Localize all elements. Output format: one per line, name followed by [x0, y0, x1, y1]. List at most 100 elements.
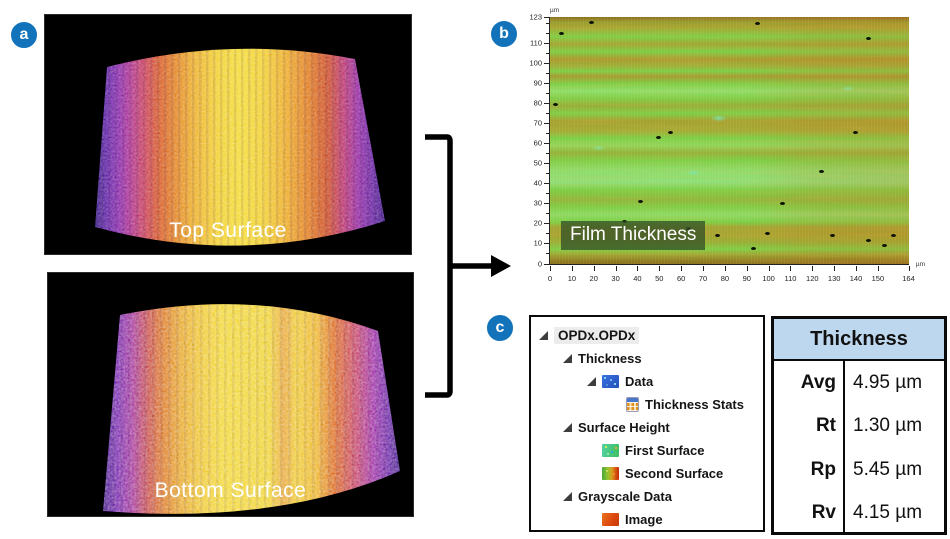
x-tick-label: 30	[611, 274, 620, 283]
y-tick	[544, 203, 549, 205]
tree-item-label: Thickness	[578, 351, 642, 366]
heatmap-speck	[589, 20, 595, 24]
x-tick	[615, 266, 617, 271]
thickness-stats-table: Thickness Avg 4.95 µm Rt 1.30 µm Rp 5.45 µm Rv…	[771, 316, 947, 535]
x-tick	[593, 266, 595, 271]
x-tick-label: 150	[871, 274, 885, 283]
y-tick	[544, 163, 549, 165]
y-minor-tick	[546, 213, 549, 215]
x-tick	[877, 266, 879, 271]
tree-expander-icon[interactable]	[563, 354, 572, 363]
x-tick	[834, 266, 836, 271]
x-tick	[908, 266, 910, 271]
x-tick-label: 164	[902, 274, 915, 283]
x-tick-label: 0	[547, 274, 553, 283]
heatmap-speck	[558, 31, 564, 35]
x-tick-label: 100	[762, 274, 775, 283]
stat-value: 4.95 µm	[853, 371, 923, 393]
x-tick	[724, 266, 726, 271]
y-tick	[544, 17, 549, 18]
y-tick-label: 50	[533, 158, 542, 168]
tree-expander-icon[interactable]	[563, 492, 572, 501]
film-thickness-heatmap: 123 110 100 90 80 70 60 50 40 30 20 10 0 0 10 20 30 40 50…	[529, 7, 925, 283]
x-tick-label: 60	[676, 274, 686, 283]
heatmap-speck	[779, 202, 785, 206]
tree-expander-icon[interactable]	[587, 377, 596, 386]
y-tick-label: 30	[533, 198, 542, 208]
y-minor-tick	[546, 153, 549, 155]
tree-item-surface-height[interactable]: Surface Height	[531, 416, 763, 439]
y-minor-tick	[546, 233, 549, 235]
tree-expander-icon[interactable]	[539, 331, 548, 340]
y-tick-label: 10	[533, 238, 542, 248]
table-header: Thickness	[774, 319, 944, 361]
heatmap-speck	[765, 231, 771, 235]
x-tick	[637, 266, 639, 271]
bottom-surface-label: Bottom Surface	[154, 479, 307, 502]
x-tick	[790, 266, 792, 271]
tree-item-data[interactable]: Data	[531, 370, 763, 393]
image-thumbnail-icon	[602, 513, 619, 526]
heatmap-speck	[668, 130, 674, 134]
y-minor-tick	[546, 133, 549, 135]
y-tick-label: 90	[533, 78, 542, 88]
y-minor-tick	[546, 193, 549, 195]
stat-label: Rt	[774, 404, 845, 448]
y-tick	[544, 223, 549, 225]
x-axis-unit-label: µm	[915, 261, 925, 268]
stats-calculator-icon	[626, 397, 639, 412]
y-minor-tick	[546, 93, 549, 95]
y-tick-label: 123	[529, 12, 542, 22]
y-minor-tick	[546, 73, 549, 75]
tree-item-opdx-opdx[interactable]: OPDx.OPDx	[531, 324, 763, 347]
tree-item-label: Grayscale Data	[578, 489, 672, 504]
x-tick-label: 80	[720, 274, 730, 283]
heatmap-speck	[637, 199, 643, 203]
first-surface-thumbnail-icon	[602, 444, 619, 457]
y-tick	[544, 183, 549, 185]
heatmap-speck	[882, 244, 888, 248]
second-surface-thumbnail-icon	[602, 467, 619, 480]
heatmap-speck	[754, 21, 760, 25]
tree-item-thickness-stats[interactable]: Thickness Stats	[531, 393, 763, 416]
y-minor-tick	[546, 53, 549, 55]
tree-expander-icon[interactable]	[563, 423, 572, 432]
y-tick	[544, 123, 549, 125]
heatmap-speck	[715, 234, 721, 238]
x-tick	[659, 266, 661, 271]
stat-row-rt: Rt 1.30 µm	[774, 404, 944, 448]
x-tick	[746, 266, 748, 271]
top-surface-render	[95, 48, 385, 246]
bracket-arrow	[425, 134, 511, 398]
y-tick-label: 100	[529, 58, 542, 68]
x-tick-label: 10	[567, 274, 577, 283]
x-tick-label: 130	[827, 274, 841, 283]
tree-item-first-surface[interactable]: First Surface	[531, 439, 763, 462]
x-tick	[768, 266, 770, 271]
y-tick	[544, 243, 549, 245]
x-tick	[571, 266, 573, 271]
y-tick	[544, 83, 549, 85]
bottom-surface-render	[103, 304, 400, 514]
tree-item-label: Data	[625, 374, 654, 389]
film-thickness-caption: Film Thickness	[561, 221, 706, 250]
y-tick	[544, 263, 549, 265]
x-tick-label: 20	[589, 274, 598, 283]
tree-item-label: Second Surface	[625, 466, 724, 481]
stat-value: 4.15 µm	[853, 502, 923, 524]
heatmap-speck	[552, 103, 558, 107]
tree-item-grayscale-data[interactable]: Grayscale Data	[531, 485, 763, 508]
tree-item-second-surface[interactable]: Second Surface	[531, 462, 763, 485]
y-tick-label: 80	[533, 98, 542, 108]
tree-item-image[interactable]: Image	[531, 508, 763, 531]
tree-item-label: Image	[625, 512, 663, 527]
tree-item-thickness[interactable]: Thickness	[531, 347, 763, 370]
bottom-surface-image: Bottom Surface	[47, 272, 414, 517]
x-tick	[681, 266, 683, 271]
panel-c-badge: c	[485, 313, 515, 343]
heatmap-speck	[865, 239, 871, 243]
x-tick-label: 140	[849, 274, 863, 283]
tree-item-label: Surface Height	[578, 420, 670, 435]
y-tick	[544, 43, 549, 45]
x-tick-label: 110	[784, 274, 797, 283]
